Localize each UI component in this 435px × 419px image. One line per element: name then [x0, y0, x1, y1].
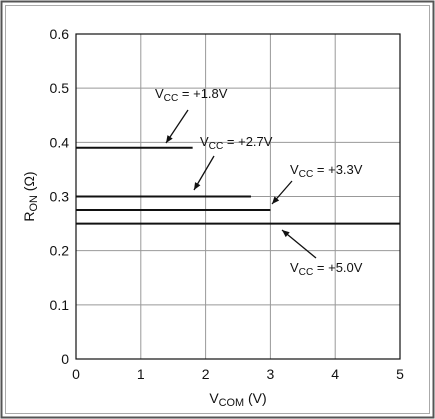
series-label-part: CC	[299, 169, 314, 180]
x-tick-label: 5	[396, 366, 404, 382]
series-label-part: = +1.8V	[178, 86, 227, 101]
y-tick-label: 0	[61, 351, 69, 367]
arrow-head	[194, 182, 201, 190]
y-axis-label-part: (Ω)	[21, 171, 37, 195]
series-label-part: V	[155, 86, 164, 101]
series-label-part: = +3.3V	[313, 162, 362, 177]
arrow-head	[166, 135, 173, 143]
series-label: VCC = +5.0V	[290, 260, 363, 278]
y-tick-label: 0.5	[50, 80, 70, 96]
y-tick-label: 0.3	[50, 189, 70, 205]
series-label-part: V	[200, 134, 209, 149]
series-label-part: V	[290, 162, 299, 177]
x-axis-label: VCOM (V)	[209, 390, 266, 409]
inner-frame	[5, 5, 430, 414]
x-tick-label: 2	[202, 366, 210, 382]
x-tick-label: 4	[331, 366, 339, 382]
y-axis-label: RON (Ω)	[21, 171, 40, 221]
y-tick-label: 0.1	[50, 297, 70, 313]
x-axis-label-part: V	[209, 390, 219, 406]
x-tick-label: 1	[137, 366, 145, 382]
arrow-head	[272, 196, 280, 204]
series-label-part: = +5.0V	[313, 260, 362, 275]
y-tick-label: 0.6	[50, 26, 70, 42]
series-label: VCC = +1.8V	[155, 86, 228, 104]
arrow-head	[282, 230, 290, 238]
y-axis-label-part: ON	[28, 195, 40, 211]
series-label: VCC = +3.3V	[290, 162, 363, 180]
x-axis-label-part: COM	[219, 397, 244, 409]
series-label-part: CC	[299, 267, 314, 278]
x-tick-label: 0	[72, 366, 80, 382]
x-axis-label-part: (V)	[244, 390, 267, 406]
series-label: VCC = +2.7V	[200, 134, 273, 152]
series-label-part: = +2.7V	[223, 134, 272, 149]
y-tick-label: 0.4	[50, 134, 70, 150]
series-label-part: CC	[209, 141, 224, 152]
series-label-part: CC	[164, 93, 179, 104]
y-axis-label-part: R	[21, 211, 37, 221]
series-label-part: V	[290, 260, 299, 275]
y-tick-label: 0.2	[50, 243, 70, 259]
x-tick-label: 3	[267, 366, 275, 382]
